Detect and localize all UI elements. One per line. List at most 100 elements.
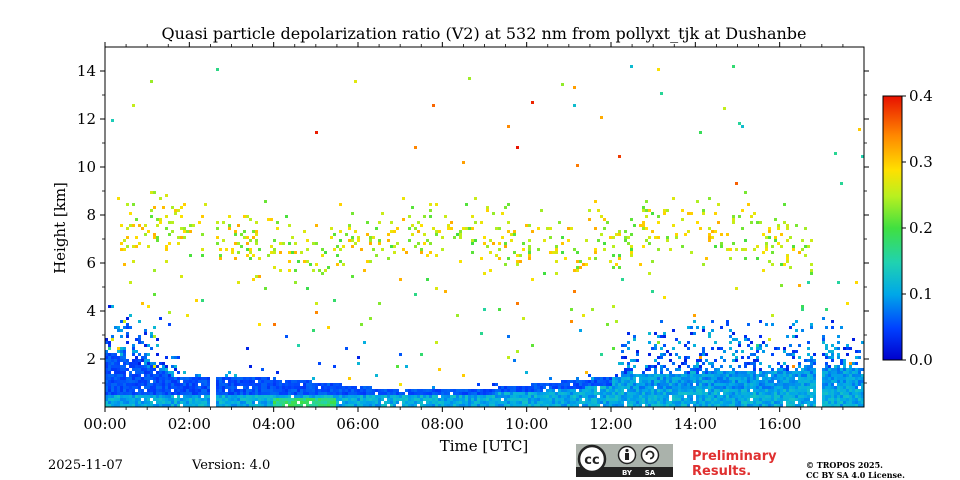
heatmap-cell [216, 221, 219, 224]
heatmap-cell [315, 404, 318, 407]
heatmap-cell [618, 254, 621, 257]
heatmap-cell [618, 383, 621, 386]
heatmap-cell [594, 377, 597, 380]
heatmap-cell [339, 239, 342, 242]
heatmap-cell [306, 404, 309, 407]
heatmap-cell [801, 404, 804, 407]
heatmap-cell [810, 371, 813, 374]
heatmap-cell [312, 404, 315, 407]
heatmap-cell [228, 377, 231, 380]
heatmap-cell [660, 365, 663, 368]
heatmap-cell [621, 371, 624, 374]
heatmap-cell [795, 350, 798, 353]
heatmap-cell [201, 215, 204, 218]
heatmap-cell [693, 365, 696, 368]
heatmap-cell [117, 362, 120, 365]
heatmap-cell [678, 392, 681, 395]
heatmap-cell [846, 398, 849, 401]
heatmap-cell [468, 398, 471, 401]
heatmap-cell [681, 374, 684, 377]
heatmap-cell [120, 401, 123, 404]
heatmap-cell [243, 215, 246, 218]
heatmap-cell [306, 392, 309, 395]
heatmap-cell [795, 374, 798, 377]
heatmap-cell [225, 392, 228, 395]
heatmap-cell [588, 257, 591, 260]
heatmap-cell [855, 371, 858, 374]
heatmap-cell [780, 365, 783, 368]
heatmap-cell [282, 401, 285, 404]
heatmap-cell [777, 371, 780, 374]
heatmap-cell [294, 395, 297, 398]
heatmap-cell [156, 380, 159, 383]
heatmap-cell [324, 401, 327, 404]
heatmap-cell [552, 395, 555, 398]
heatmap-cell [486, 209, 489, 212]
heatmap-cell [747, 323, 750, 326]
heatmap-cell [702, 362, 705, 365]
heatmap-cell [408, 227, 411, 230]
heatmap-cell [162, 398, 165, 401]
heatmap-cell [609, 404, 612, 407]
heatmap-cell [159, 398, 162, 401]
heatmap-cell [768, 377, 771, 380]
heatmap-cell [303, 380, 306, 383]
heatmap-cell [180, 275, 183, 278]
heatmap-cell [834, 347, 837, 350]
heatmap-cell [678, 380, 681, 383]
heatmap-cell [138, 380, 141, 383]
heatmap-cell [798, 371, 801, 374]
heatmap-cell [537, 386, 540, 389]
heatmap-cell [507, 401, 510, 404]
heatmap-cell [636, 392, 639, 395]
heatmap-cell [246, 383, 249, 386]
heatmap-cell [780, 377, 783, 380]
heatmap-cell [426, 395, 429, 398]
heatmap-cell [465, 404, 468, 407]
heatmap-cell [123, 374, 126, 377]
heatmap-cell [342, 395, 345, 398]
heatmap-cell [528, 245, 531, 248]
heatmap-cell [720, 401, 723, 404]
heatmap-cell [483, 272, 486, 275]
heatmap-cell [528, 254, 531, 257]
heatmap-cell [177, 356, 180, 359]
heatmap-cell [438, 389, 441, 392]
heatmap-cell [498, 389, 501, 392]
heatmap-cell [660, 347, 663, 350]
heatmap-cell [828, 377, 831, 380]
heatmap-cell [699, 365, 702, 368]
heatmap-cell [183, 203, 186, 206]
heatmap-cell [663, 383, 666, 386]
heatmap-cell [378, 392, 381, 395]
heatmap-cell [105, 341, 108, 344]
heatmap-cell [171, 230, 174, 233]
heatmap-cell [531, 392, 534, 395]
heatmap-cell [693, 389, 696, 392]
heatmap-cell [390, 395, 393, 398]
heatmap-cell [249, 248, 252, 251]
heatmap-cell [858, 401, 861, 404]
heatmap-cell [201, 377, 204, 380]
heatmap-cell [435, 398, 438, 401]
heatmap-cell [693, 374, 696, 377]
heatmap-cell [429, 209, 432, 212]
heatmap-cell [696, 401, 699, 404]
heatmap-cell [801, 239, 804, 242]
heatmap-cell [843, 377, 846, 380]
heatmap-cell [663, 344, 666, 347]
heatmap-cell [714, 371, 717, 374]
heatmap-cell [837, 380, 840, 383]
heatmap-cell [708, 236, 711, 239]
heatmap-cell [657, 68, 660, 71]
heatmap-cell [759, 389, 762, 392]
heatmap-cell [831, 392, 834, 395]
heatmap-cell [735, 377, 738, 380]
heatmap-cell [411, 206, 414, 209]
heatmap-cell [561, 380, 564, 383]
heatmap-cell [384, 389, 387, 392]
heatmap-cell [531, 398, 534, 401]
heatmap-cell [531, 383, 534, 386]
heatmap-cell [702, 398, 705, 401]
heatmap-cell [270, 386, 273, 389]
